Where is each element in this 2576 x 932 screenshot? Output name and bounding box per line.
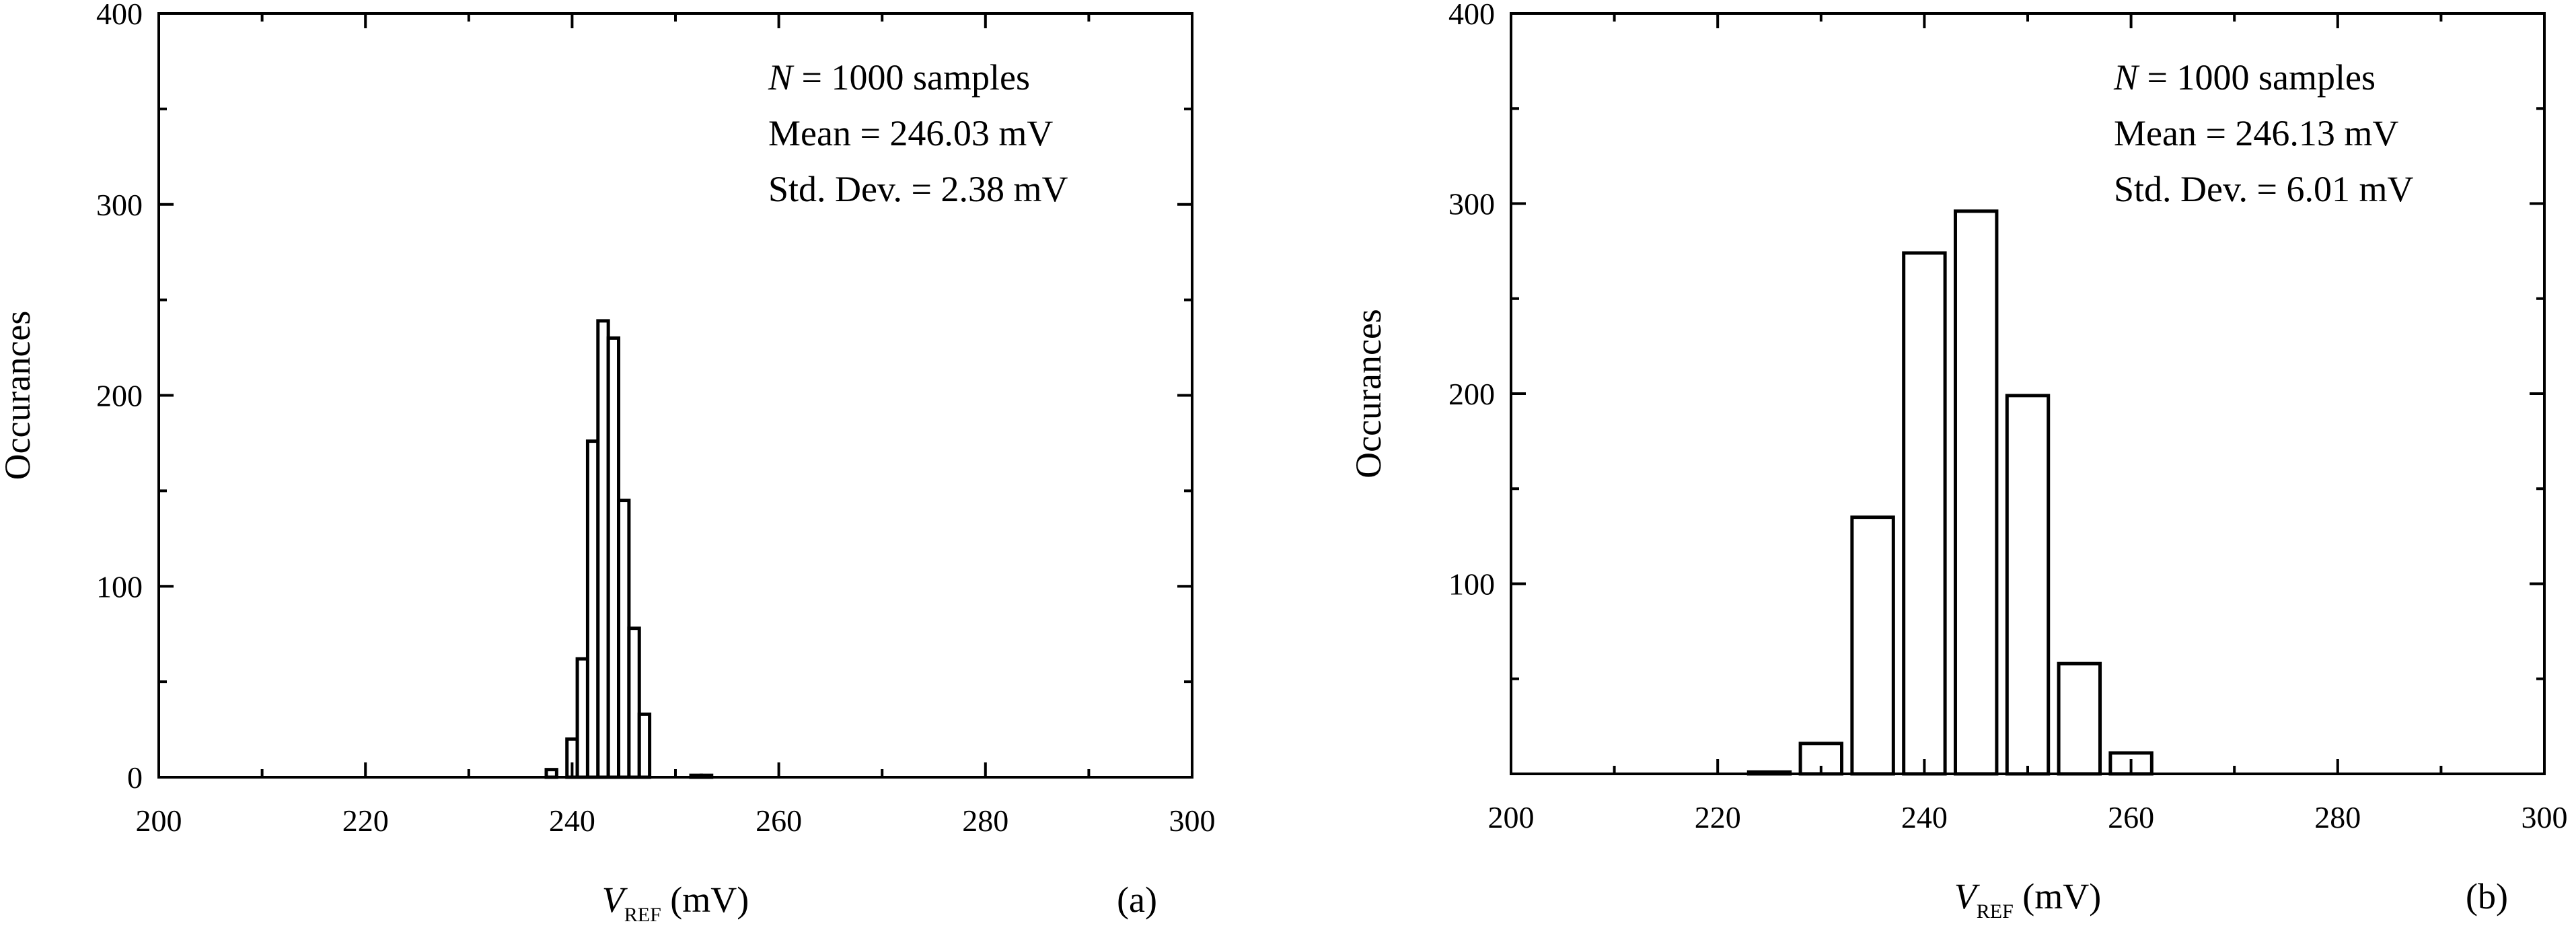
x-axis-label: VREF (mV) [1954,876,2102,923]
x-tick-label: 240 [1901,800,1948,834]
y-tick-label: 200 [96,379,143,413]
x-tick-label: 220 [1695,800,1741,834]
x-axis-label-unit: (mV) [2014,876,2101,917]
x-tick-label: 280 [962,803,1008,838]
x-tick-label: 280 [2314,800,2361,834]
y-axis-label: Occurances [1348,309,1389,478]
histogram-bar [1953,209,1999,776]
x-tick-label: 220 [342,803,389,838]
panel-label: (a) [1117,880,1157,920]
x-axis-label: VREF (mV) [602,880,749,926]
y-tick-label: 300 [1448,187,1495,221]
histogram-bar [2057,661,2102,776]
x-axis-label-symbol: V [1954,876,1981,917]
y-tick-label: 300 [96,188,143,222]
annotation-n-symbol: N [2113,57,2140,98]
x-axis-label-unit: (mV) [661,880,749,920]
histogram-bar [1850,515,1895,776]
y-tick-label: 400 [1448,0,1495,31]
histogram-bar [1902,251,1947,776]
y-tick-label: 100 [1448,567,1495,602]
x-tick-label: 200 [1488,800,1535,834]
annotation-n-symbol: N [768,57,795,98]
y-tick-label: 400 [96,0,143,31]
panel-b: 200 220 240 260 280 300 100 200 300 400 Occurances… [1348,0,2568,923]
x-tick-label: 300 [1169,803,1216,838]
annotation-std-dev: Std. Dev. = 6.01 mV [2114,169,2413,209]
annotation-sample-count: N = 1000 samples [768,57,1030,98]
x-tick-label: 260 [2108,800,2154,834]
x-axis-label-subscript: REF [1977,900,2014,923]
panel-a: 200 220 240 260 280 300 0 100 200 300 400 Occurance… [0,0,1216,926]
y-tick-label: 200 [1448,377,1495,411]
annotation-mean: Mean = 246.03 mV [768,113,1053,153]
annotation-mean: Mean = 246.13 mV [2114,113,2398,153]
x-tick-label: 260 [756,803,802,838]
x-tick-label: 240 [549,803,595,838]
annotation-sample-count: N = 1000 samples [2113,57,2376,98]
x-axis-label-symbol: V [602,880,628,920]
annotation-std-dev: Std. Dev. = 2.38 mV [768,169,1068,209]
x-tick-label: 200 [136,803,182,838]
y-tick-label: 0 [127,760,143,795]
annotation-n-text: = 1000 samples [793,57,1030,98]
annotation-n-text: = 1000 samples [2138,57,2376,98]
y-axis-label: Occurances [0,311,38,480]
histogram-bar [2005,394,2051,776]
panel-label: (b) [2466,876,2508,917]
x-axis-label-subscript: REF [624,904,661,926]
y-tick-label: 100 [96,569,143,604]
x-tick-label: 300 [2522,800,2568,834]
histogram-bar [637,712,652,779]
